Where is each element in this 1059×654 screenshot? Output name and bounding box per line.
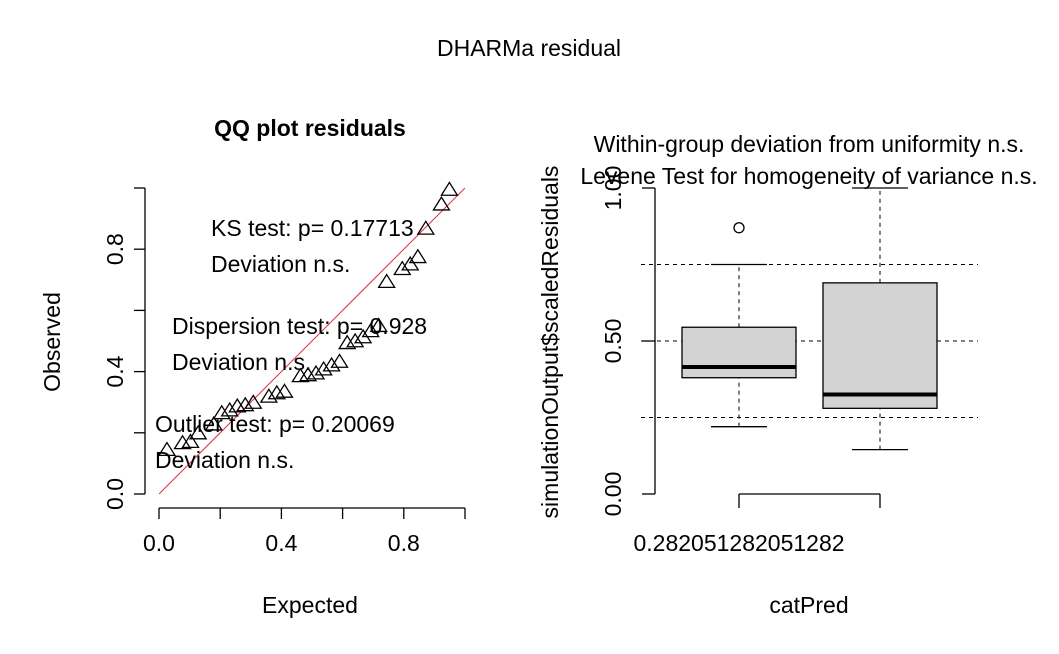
qq-point (228, 397, 247, 413)
ks-deviation-text: Deviation n.s. (211, 251, 350, 277)
qq-point (275, 383, 294, 398)
qq-point (432, 195, 451, 211)
qq-point (212, 404, 231, 420)
qq-x-axis-label: Expected (262, 592, 358, 618)
box-outlier (733, 222, 745, 234)
figure-title: DHARMa residual (437, 35, 621, 61)
qq-y-tick-label: 0.4 (102, 355, 128, 387)
qq-point (369, 317, 388, 333)
qq-point (181, 433, 200, 449)
qq-reference-line-segment (158, 187, 466, 495)
qq-y-tick-label: 0.0 (102, 478, 128, 510)
qq-point (345, 332, 365, 348)
qq-point (236, 396, 255, 412)
qq-point (188, 424, 208, 440)
qq-point (204, 415, 223, 431)
box-boxes (681, 187, 938, 451)
qq-points (157, 181, 459, 456)
qq-point (408, 248, 428, 264)
qq-point (440, 181, 459, 196)
qq-x-tick-label: 0.4 (265, 530, 297, 556)
qq-axes: 0.0 0.4 0.8 0.0 0.4 0.8 (102, 187, 466, 556)
qq-point (361, 322, 380, 338)
qq-y-axis-label: Observed (39, 292, 65, 392)
boxplot-panel: Within-group deviation from uniformity n… (537, 131, 1038, 618)
qq-plot-panel: QQ plot residuals Expected Observed 0.0 0… (39, 115, 466, 618)
box-y-tick-label: 0.50 (600, 319, 626, 364)
box-y-axis-label: simulationOutput$scaledResiduals (537, 166, 563, 519)
qq-reference-line (158, 187, 466, 495)
outlier-test-text: Outlier test: p= 0.20069 (155, 411, 395, 437)
qq-point (298, 366, 318, 382)
qq-point (322, 356, 341, 372)
dispersion-deviation-text: Deviation n.s. (172, 349, 311, 375)
box-axes: 0.00 0.50 1.00 0.282051282051282 (600, 166, 881, 556)
qq-point (338, 334, 357, 350)
ks-test-text: KS test: p= 0.17713 (211, 215, 414, 241)
box-x-axis-label: catPred (769, 592, 848, 618)
qq-point (267, 384, 286, 400)
qq-point (314, 360, 333, 376)
qq-y-tick-label: 0.8 (102, 233, 128, 265)
qq-point (416, 220, 436, 235)
box-iqr (681, 326, 797, 379)
box-x-tick-label: 0.282051282051282 (633, 530, 844, 556)
box-title-line-2: Levene Test for homogeneity of variance … (580, 163, 1037, 189)
qq-x-tick-label: 0.0 (143, 530, 175, 556)
qq-point (401, 255, 420, 271)
qq-point (157, 441, 177, 456)
dispersion-test-text: Dispersion test: p= 0.928 (172, 313, 427, 339)
qq-point (330, 353, 349, 368)
qq-point (244, 394, 263, 409)
qq-point (393, 260, 412, 276)
box-x-axis-line (738, 493, 881, 508)
qq-point (306, 364, 326, 380)
qq-point (259, 388, 279, 403)
qq-point (291, 367, 310, 383)
box-iqr (822, 282, 938, 409)
qq-point (173, 434, 192, 450)
qq-point (377, 273, 396, 289)
qq-title: QQ plot residuals (214, 115, 406, 141)
box-y-tick-label: 0.00 (600, 472, 626, 517)
box-y-tick-label: 1.00 (600, 166, 626, 211)
box-title-line-1: Within-group deviation from uniformity n… (594, 131, 1025, 157)
outlier-deviation-text: Deviation n.s. (155, 447, 294, 473)
qq-point (220, 401, 239, 417)
qq-x-tick-label: 0.8 (388, 530, 420, 556)
qq-annotations: KS test: p= 0.17713 Deviation n.s. Dispe… (155, 215, 427, 473)
